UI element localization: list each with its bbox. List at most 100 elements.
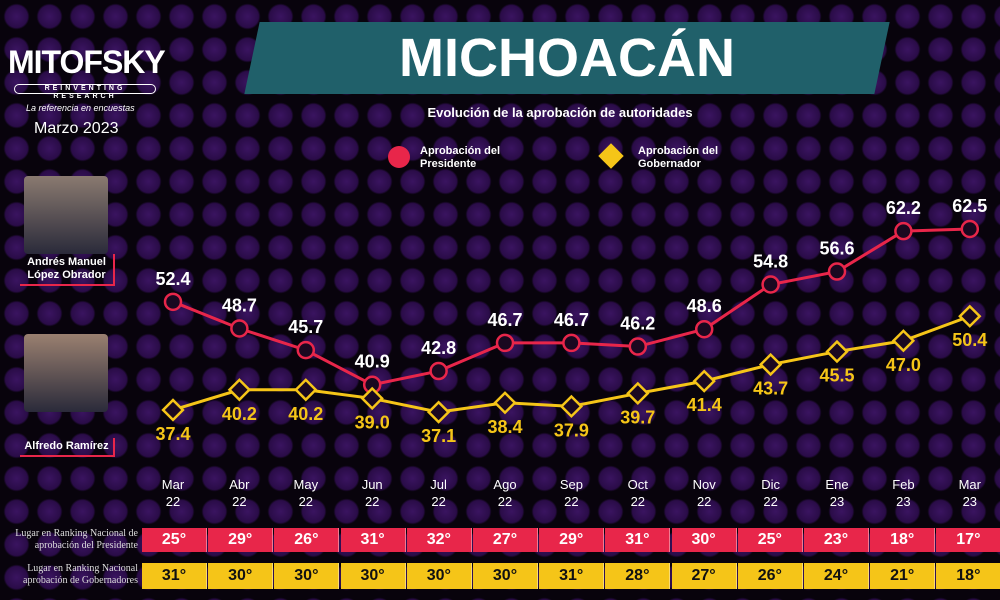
data-label: 45.7 [288,317,323,337]
tick-month: Sep [559,477,583,492]
ranking-cell: 30° [208,563,274,589]
survey-date: Marzo 2023 [34,120,119,137]
tick-year: 22 [364,494,380,509]
tick-year: 22 [696,494,712,509]
tick-year: 22 [431,494,446,509]
ranking-cell: 18° [870,528,936,552]
ranking-cell: 31° [340,528,406,552]
legend-president: Aprobación del Presidente [420,145,501,170]
president-point [562,333,581,353]
ranking-cell: 26° [274,528,340,552]
x-tick-label: Jun 22 [347,476,397,510]
legend-circle-icon [388,146,410,168]
data-label: 41.4 [687,395,722,415]
ranking-cell: 25° [142,528,207,552]
data-label: 37.1 [421,426,456,446]
tick-month: Mar [161,477,185,492]
data-label: 56.6 [819,239,854,259]
governor-point [758,352,783,377]
data-label: 39.0 [355,412,390,432]
ranking-cell: 30° [274,563,340,589]
governor-point [891,329,916,353]
ranking-cell: 30° [406,563,472,589]
governor-point [825,339,849,364]
data-label: 62.5 [952,196,987,216]
tick-month: Jul [430,477,447,492]
mitofsky-logo: MITOFSKY [8,44,166,80]
x-tick-label: Jul 22 [414,476,464,510]
logo-subtitle: REINVENTING RESEARCH [14,84,156,100]
governor-point [626,381,650,406]
ranking-cell: 32° [406,528,472,552]
president-point [827,262,847,281]
ranking-cell: 21° [870,563,936,589]
president-photo [24,176,108,254]
president-point [894,221,913,241]
data-label: 46.7 [487,310,522,330]
ranking-cell: 29° [539,528,605,552]
chart-title: MICHOACÁN [399,28,735,88]
president-point [429,361,448,381]
data-label: 54.8 [753,252,788,272]
tick-year: 22 [232,494,247,509]
data-label: 46.2 [620,314,655,334]
data-label: 40.2 [288,404,323,424]
president-name: Andrés Manuel López Obrador [20,254,115,286]
tick-year: 22 [763,494,778,509]
governor-point [227,378,252,402]
president-point [960,219,980,239]
ranking-cell: 18° [936,563,1000,589]
ranking-row-label: Lugar en Ranking Nacional aprobación de … [23,563,138,586]
governor-point [360,386,384,411]
president-point [694,319,714,339]
ranking-cell: 31° [539,563,605,589]
tick-month: Abr [229,477,250,492]
tick-year: 23 [896,494,911,509]
president-point [163,292,183,312]
ranking-cell: 28° [605,563,671,589]
tick-month: Dic [761,477,780,492]
data-label: 50.4 [952,330,987,350]
ranking-cell: 30° [340,563,406,589]
x-tick-label: Abr 22 [214,476,264,510]
ranking-cell: 30° [671,528,737,552]
x-tick-label: Nov 22 [679,476,729,510]
tick-year: 22 [630,494,646,509]
ranking-cell: 26° [737,563,803,589]
governor-point [692,369,716,393]
data-label: 48.7 [222,295,257,315]
data-label: 40.2 [222,404,257,424]
tick-year: 23 [829,494,845,509]
tick-year: 22 [564,494,579,509]
tick-month: Ago [493,477,517,492]
president-point [628,337,648,356]
data-label: 37.9 [554,420,589,440]
governor-point [493,391,517,415]
ranking-cell: 17° [936,528,1000,552]
president-point [495,333,515,353]
ranking-cell: 31° [605,528,671,552]
governor-photo [24,334,108,412]
tick-month: Ene [825,477,849,492]
x-tick-label: Ago 22 [480,476,530,510]
governor-point [161,398,185,422]
data-label: 48.6 [687,296,722,316]
data-label: 45.5 [819,366,854,386]
governor-name: Alfredo Ramírez [20,438,115,457]
legend-governor: Aprobación del Gobernador [638,145,719,170]
tick-month: Nov [692,477,716,492]
data-label: 46.7 [554,310,589,330]
tick-month: Feb [892,477,915,492]
ranking-cell: 24° [804,563,869,589]
data-label: 40.9 [355,352,390,372]
ranking-cell: 25° [737,528,803,552]
tick-month: Oct [627,477,648,492]
chart-subtitle: Evolución de la aprobación de autoridade… [427,105,693,120]
data-label: 47.0 [886,355,921,375]
x-tick-label: Feb 23 [878,476,928,510]
ranking-cell: 29° [208,528,274,552]
ranking-row-label: Lugar en Ranking Nacional de aprobación … [15,528,138,551]
tagline: La referencia en encuestas [26,103,135,113]
x-tick-label: Mar 23 [945,476,995,510]
